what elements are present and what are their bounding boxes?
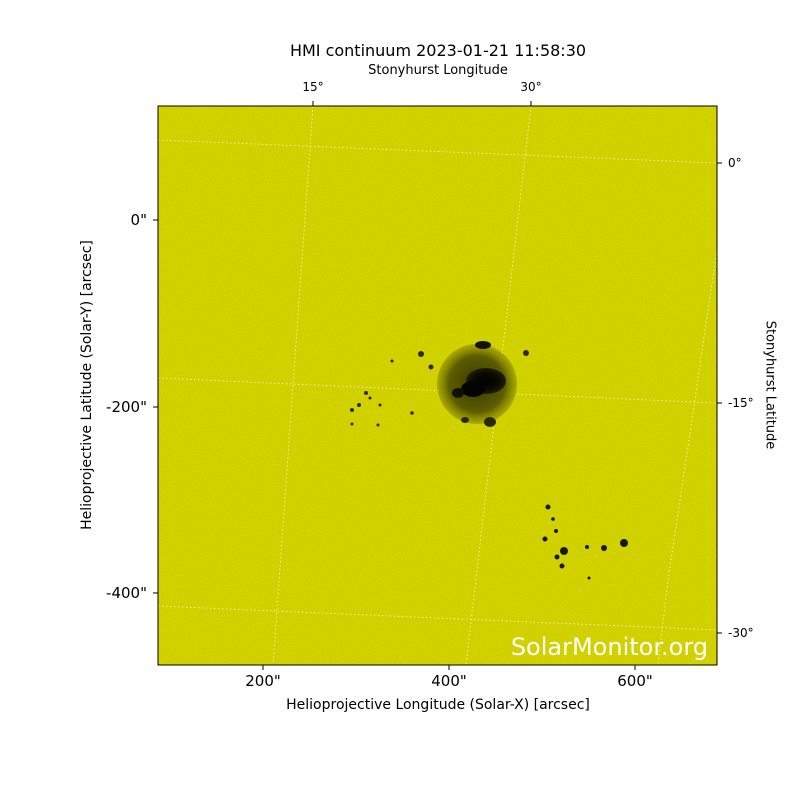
y-axis-label: Helioprojective Latitude (Solar-Y) [arcs… <box>79 240 95 530</box>
top-axis-label: Stonyhurst Longitude <box>368 63 508 78</box>
right-tick-label: -15° <box>728 396 754 410</box>
watermark: SolarMonitor.org <box>511 633 708 661</box>
y-tick-label: -200" <box>106 398 147 416</box>
sunspot-group-west <box>350 350 529 427</box>
x-tick-label: 200" <box>245 672 281 690</box>
x-tick-label: 400" <box>431 672 467 690</box>
y-tick-label: -400" <box>106 584 147 602</box>
right-tick-label: 0° <box>728 156 742 170</box>
right-tick-label: -30° <box>728 626 754 640</box>
y-tick-label: 0" <box>130 211 147 229</box>
x-tick-label: 600" <box>617 672 653 690</box>
plot-title: HMI continuum 2023-01-21 11:58:30 <box>289 41 587 60</box>
x-tick-marks <box>153 101 722 670</box>
top-tick-label: 30° <box>520 80 542 94</box>
main-sunspot <box>437 341 517 427</box>
top-tick-label: 15° <box>302 80 324 94</box>
plot-frame <box>157 105 718 666</box>
sunspot-group-south <box>542 504 628 580</box>
right-axis-label: Stonyhurst Latitude <box>762 320 778 450</box>
x-axis-label: Helioprojective Longitude (Solar-X) [arc… <box>286 697 590 713</box>
